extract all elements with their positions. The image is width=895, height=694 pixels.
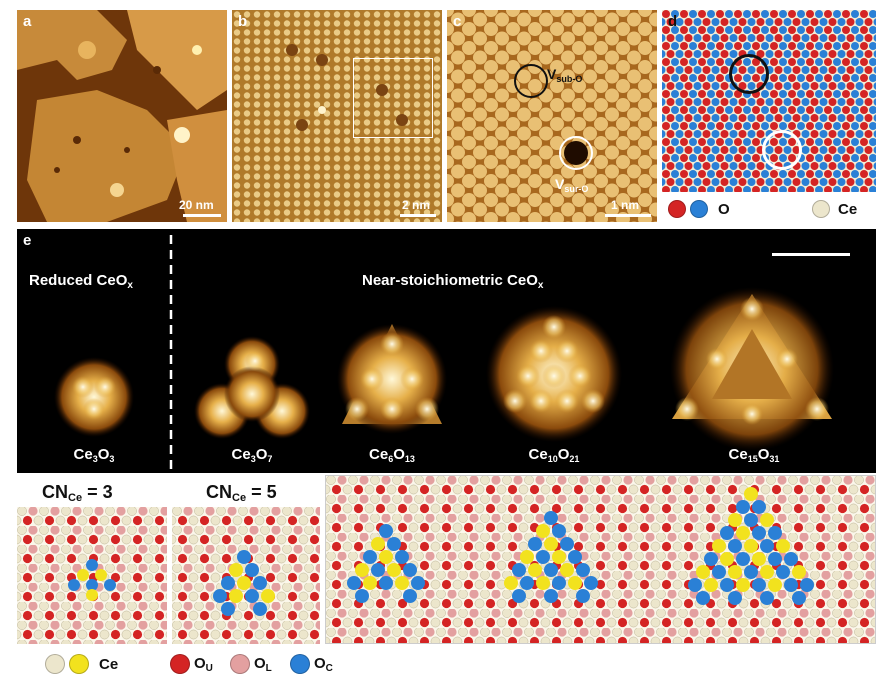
legend-ce: Ce: [45, 654, 118, 674]
o-red-ball: [668, 200, 686, 218]
surface-vacancy-circle: [559, 136, 593, 170]
cluster-ce3o3: [54, 357, 134, 437]
panel-c-stm-zoom: Vsub-O Vsur-O c 1 nm: [447, 10, 657, 222]
afm-terrace-image: [17, 10, 227, 222]
ol-pink-ball: [230, 654, 250, 674]
cluster-ce15o31: [670, 287, 834, 451]
model-sur-vacancy-circle: [762, 130, 802, 170]
formula-ce3o7: Ce3O7: [231, 446, 273, 464]
model-ce6o13: [347, 524, 425, 603]
legend-oc-label: OC: [314, 654, 333, 674]
cluster-ce3o7: [194, 336, 310, 439]
oc-blue-ball: [290, 654, 310, 674]
legend-o-text: O: [718, 200, 730, 218]
o-blue-ball: [690, 200, 708, 218]
panel-c-scale-text: 1 nm: [611, 198, 640, 212]
v-sub-o-label: Vsub-O: [547, 66, 583, 84]
legend-ou-label: OU: [194, 654, 213, 674]
formula-ce15o31: Ce15O31: [728, 446, 780, 464]
model-large-clusters: [325, 475, 876, 644]
formula-ce3o3: Ce3O3: [73, 446, 115, 464]
panel-b-scalebar: [400, 214, 436, 217]
panel-d-legend-o: O: [668, 200, 730, 218]
cn-ce-5-label: CNCe = 5: [206, 482, 277, 504]
panel-a-scale-text: 20 nm: [179, 198, 214, 212]
model-cn3: [17, 507, 167, 644]
cluster-ce10o21: [486, 306, 622, 442]
model-ce10o21: [504, 511, 598, 603]
panel-d-legend-ce: Ce: [812, 200, 857, 218]
cn3-lattice-model: [17, 507, 167, 644]
cluster-ce6o13: [337, 324, 447, 434]
panel-a-afm-image: a 20 nm: [17, 10, 227, 222]
legend-oc: OC: [290, 654, 333, 674]
panel-e-scalebar: [772, 253, 850, 256]
ce-cream-ball: [45, 654, 65, 674]
panel-e-clusters: e Reduced CeOx Near-stoichiometric CeOx …: [17, 229, 876, 473]
highlight-box: [353, 58, 433, 138]
v-sur-o-label: Vsur-O: [555, 176, 589, 194]
model-sub-vacancy-circle: [729, 54, 769, 94]
cluster-stm-images: [54, 235, 850, 469]
formula-ce6o13: Ce6O13: [369, 446, 415, 464]
panel-a-label: a: [23, 13, 32, 30]
panel-a-scalebar: [183, 214, 221, 217]
ce-yellow-ball: [69, 654, 89, 674]
model-cn5: [172, 507, 320, 644]
legend-ol: OL: [230, 654, 272, 674]
ou-red-ball: [170, 654, 190, 674]
cn-ce-3-label: CNCe = 3: [42, 482, 113, 504]
subsurface-vacancy-circle: [514, 64, 548, 98]
cn5-lattice-model: [172, 507, 320, 644]
legend-ce-label: Ce: [99, 655, 119, 673]
panel-d-label: d: [668, 13, 678, 30]
panel-b-label: b: [238, 13, 248, 30]
legend-ol-label: OL: [254, 654, 272, 674]
panel-b-stm-image: b 2 nm: [232, 10, 442, 222]
ce-ball: [812, 200, 830, 218]
legend-ce-text: Ce: [838, 200, 858, 218]
reduced-ceox-title: Reduced CeOx: [29, 272, 133, 291]
panel-e-label: e: [23, 232, 32, 249]
panel-d-model: d: [662, 10, 876, 192]
panel-b-scale-text: 2 nm: [402, 198, 431, 212]
stm-lattice-image: [232, 10, 442, 222]
legend-ou: OU: [170, 654, 213, 674]
stm-zoom-image: [447, 10, 657, 222]
model-ce15o31: [688, 487, 814, 605]
near-stoichiometric-title: Near-stoichiometric CeOx: [362, 272, 544, 291]
panel-c-scalebar: [605, 214, 651, 217]
panel-c-label: c: [453, 13, 462, 30]
formula-ce10o21: Ce10O21: [528, 446, 580, 464]
large-clusters-lattice-model: [326, 476, 875, 643]
